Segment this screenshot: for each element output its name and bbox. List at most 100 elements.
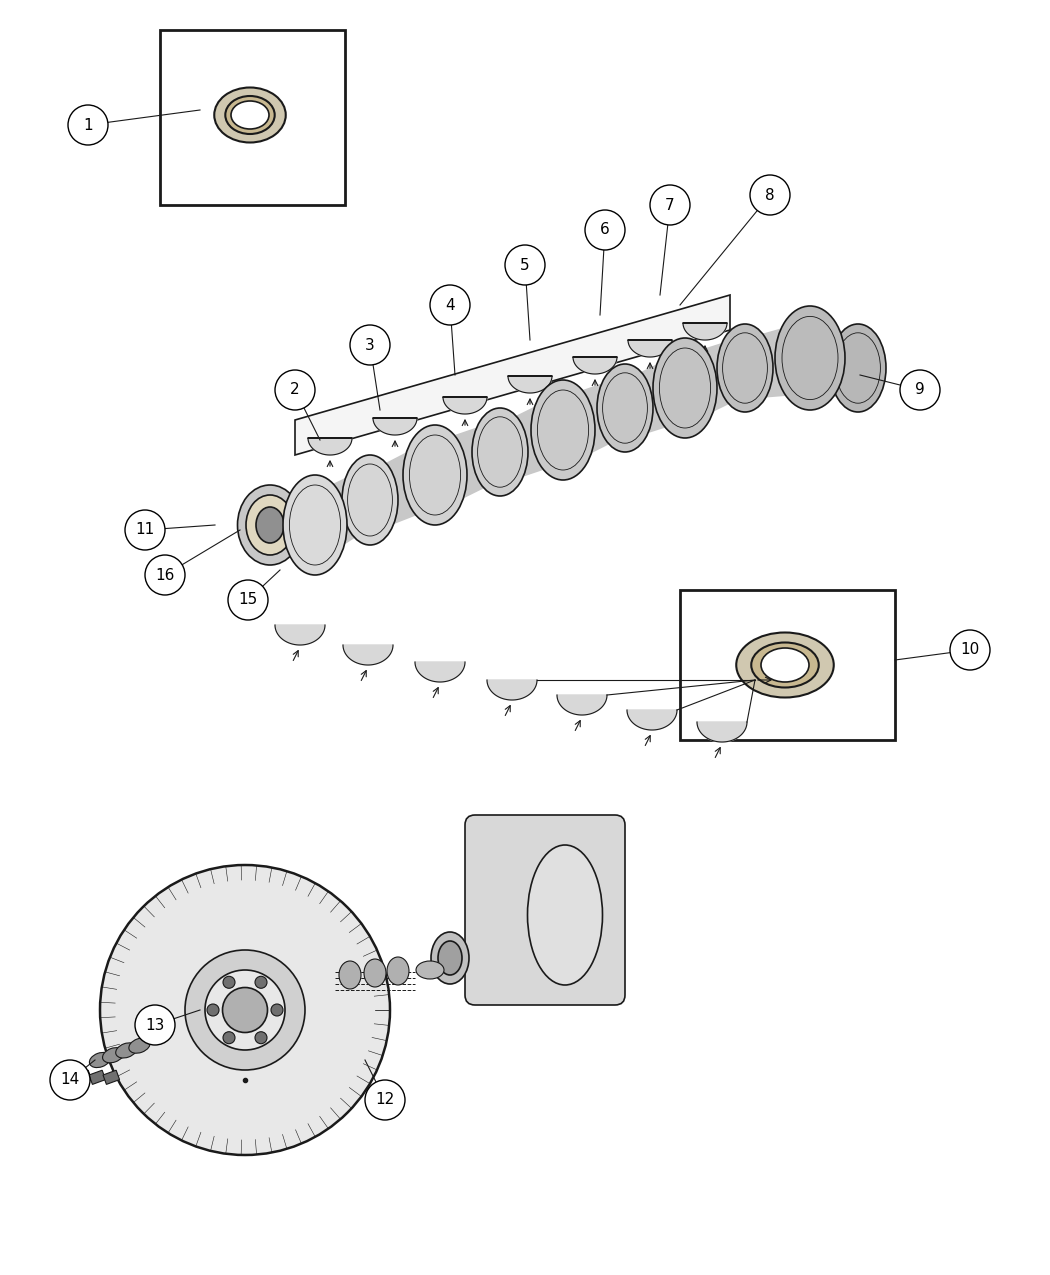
Ellipse shape	[89, 1052, 110, 1067]
Text: 4: 4	[445, 297, 455, 312]
Polygon shape	[682, 323, 727, 340]
Polygon shape	[375, 440, 430, 532]
Ellipse shape	[129, 1038, 150, 1053]
Bar	[89, 1070, 106, 1085]
Polygon shape	[568, 377, 620, 465]
Circle shape	[275, 370, 315, 411]
Circle shape	[125, 510, 165, 550]
Polygon shape	[320, 468, 365, 560]
Ellipse shape	[207, 1003, 219, 1016]
Ellipse shape	[271, 1003, 284, 1016]
Polygon shape	[508, 376, 552, 393]
Ellipse shape	[205, 970, 285, 1051]
Ellipse shape	[185, 950, 304, 1070]
Polygon shape	[443, 397, 487, 414]
Polygon shape	[750, 321, 805, 399]
Circle shape	[650, 185, 690, 224]
Polygon shape	[308, 439, 352, 455]
Polygon shape	[505, 395, 558, 483]
Ellipse shape	[775, 306, 845, 411]
Bar	[290, 499, 340, 543]
Text: 8: 8	[765, 187, 775, 203]
Polygon shape	[440, 421, 495, 510]
Text: 3: 3	[365, 338, 375, 352]
Ellipse shape	[100, 864, 390, 1155]
Ellipse shape	[531, 380, 595, 479]
FancyBboxPatch shape	[465, 815, 625, 1005]
Ellipse shape	[387, 958, 410, 986]
Circle shape	[145, 555, 185, 595]
Polygon shape	[690, 337, 740, 423]
Circle shape	[750, 175, 790, 215]
Text: 9: 9	[916, 382, 925, 398]
Polygon shape	[373, 418, 417, 435]
Ellipse shape	[761, 648, 808, 682]
Text: 14: 14	[61, 1072, 80, 1088]
Circle shape	[68, 105, 108, 145]
Ellipse shape	[256, 507, 284, 543]
Ellipse shape	[438, 941, 462, 975]
Text: 6: 6	[601, 223, 610, 237]
Circle shape	[135, 1005, 175, 1046]
Circle shape	[585, 210, 625, 250]
Bar	[103, 1070, 120, 1085]
Polygon shape	[487, 680, 537, 700]
Ellipse shape	[246, 495, 294, 555]
Ellipse shape	[255, 1031, 267, 1044]
Ellipse shape	[103, 1048, 124, 1063]
Circle shape	[430, 286, 470, 325]
Polygon shape	[556, 695, 607, 715]
Ellipse shape	[364, 959, 386, 987]
Text: 10: 10	[961, 643, 980, 658]
Ellipse shape	[284, 476, 346, 575]
Polygon shape	[275, 625, 326, 645]
Circle shape	[350, 325, 390, 365]
Polygon shape	[697, 722, 747, 742]
Ellipse shape	[472, 408, 528, 496]
Ellipse shape	[717, 324, 773, 412]
Circle shape	[900, 370, 940, 411]
Text: 13: 13	[145, 1017, 165, 1033]
Polygon shape	[628, 340, 672, 357]
Ellipse shape	[736, 632, 834, 697]
Ellipse shape	[430, 932, 469, 984]
Polygon shape	[415, 662, 465, 682]
Ellipse shape	[527, 845, 603, 986]
Ellipse shape	[223, 977, 235, 988]
Ellipse shape	[223, 1031, 235, 1044]
Circle shape	[228, 580, 268, 620]
Ellipse shape	[226, 96, 275, 134]
Text: 15: 15	[238, 593, 257, 607]
Text: 5: 5	[520, 258, 530, 273]
Polygon shape	[295, 295, 730, 455]
Ellipse shape	[116, 1043, 136, 1058]
Text: 1: 1	[83, 117, 92, 133]
Ellipse shape	[223, 988, 268, 1033]
Ellipse shape	[416, 961, 444, 979]
Ellipse shape	[751, 643, 819, 687]
Ellipse shape	[342, 455, 398, 544]
Ellipse shape	[255, 977, 267, 988]
Circle shape	[365, 1080, 405, 1119]
Circle shape	[505, 245, 545, 286]
Ellipse shape	[830, 324, 886, 412]
Text: 2: 2	[290, 382, 300, 398]
Bar	[75, 1070, 91, 1085]
Text: 16: 16	[155, 567, 174, 583]
Ellipse shape	[339, 961, 361, 989]
Polygon shape	[343, 645, 393, 666]
Bar	[680, 590, 895, 740]
Ellipse shape	[403, 425, 467, 525]
Text: 11: 11	[135, 523, 154, 538]
Text: 12: 12	[376, 1093, 395, 1108]
Ellipse shape	[653, 338, 717, 439]
Circle shape	[950, 630, 990, 669]
Polygon shape	[627, 710, 677, 731]
Text: 7: 7	[666, 198, 675, 213]
Polygon shape	[573, 357, 617, 374]
Ellipse shape	[237, 484, 302, 565]
Ellipse shape	[597, 363, 653, 453]
Bar	[160, 31, 345, 205]
Circle shape	[50, 1060, 90, 1100]
Ellipse shape	[214, 88, 286, 143]
